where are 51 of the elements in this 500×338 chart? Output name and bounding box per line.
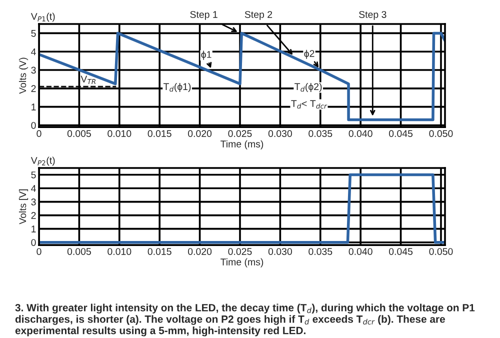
ref-line-label: V$_{TR}$ [80,76,96,84]
x-tick-label: 0.015 [148,130,172,138]
y-tick-label: 4 [31,185,36,192]
y-tick-label: 2 [31,85,36,92]
x-tick-label: 0.010 [108,130,132,138]
x-tick-label: 0.020 [188,130,212,138]
annotation: T$_{d}$< T$_{dcr}$ [291,100,328,109]
x-tick-label: 0.045 [389,248,413,255]
y-tick-label: 1 [32,104,36,110]
x-tick-label: 0.045 [389,130,413,138]
annotation: Step 3 [359,11,386,20]
x-tick-label: 0.010 [108,248,132,255]
x-tick-label: 0 [36,130,42,138]
x-tick-label: 0.020 [188,248,212,255]
x-tick-label: 0.005 [67,248,91,255]
y-tick-label: 0 [31,122,36,129]
text: 3. With greater light intensity on the LED, the decay time (T$_{d}$), during which the voltage on P1 discharges, is shorter (a). The voltage on P2 goes high if T$_{d}$ exceeds T$_{dcr}$ (b). These are experimental results using a 5-mm, high-intensity red LED. [15,304,475,336]
x-tick-label: 0.040 [348,130,372,138]
x-tick-label: 0.035 [308,130,332,138]
x-tick-label: 0.025 [228,248,252,255]
x-tick-label: 0.030 [268,130,292,138]
chart-title: V$_{P1}$(t) [30,12,55,22]
x-tick-label: 0.015 [148,248,172,255]
y-tick-label: 5 [31,172,36,178]
line-series [39,32,445,122]
annotation: ϕ1 [201,50,212,60]
y-tick-label: 0 [31,239,36,246]
annotation: T$_{d}$(ϕ2) [294,82,322,92]
x-tick-label: 0.005 [67,130,91,138]
y-tick-label: 3 [31,66,36,74]
chart-title: V$_{P2}$(t) [30,156,55,166]
x-tick-label: 0.030 [268,248,292,255]
y-axis-title: Volts [V] [18,189,28,224]
x-tick-label: 0.050 [429,130,453,138]
annotation: Step 1 [190,11,218,20]
annotation: T$_{d}$(ϕ1) [164,82,191,92]
annotation: ϕ2 [304,50,314,59]
y-tick-label: 2 [31,212,36,219]
x-axis-title: Time (ms) [220,258,264,268]
x-tick-label: 0.040 [348,248,372,255]
x-tick-label: 0 [36,248,42,255]
y-tick-label: 1 [32,226,36,232]
x-axis-title: Time (ms) [220,140,264,150]
x-tick-label: 0.050 [429,248,453,255]
x-tick-label: 0.025 [228,130,252,138]
y-tick-label: 5 [31,30,36,37]
annotation: Step 2 [244,11,272,20]
y-tick-label: 4 [31,48,36,56]
x-tick-label: 0.035 [308,248,332,255]
y-tick-label: 3 [31,198,36,206]
y-axis-title: Volts (V) [18,58,28,94]
